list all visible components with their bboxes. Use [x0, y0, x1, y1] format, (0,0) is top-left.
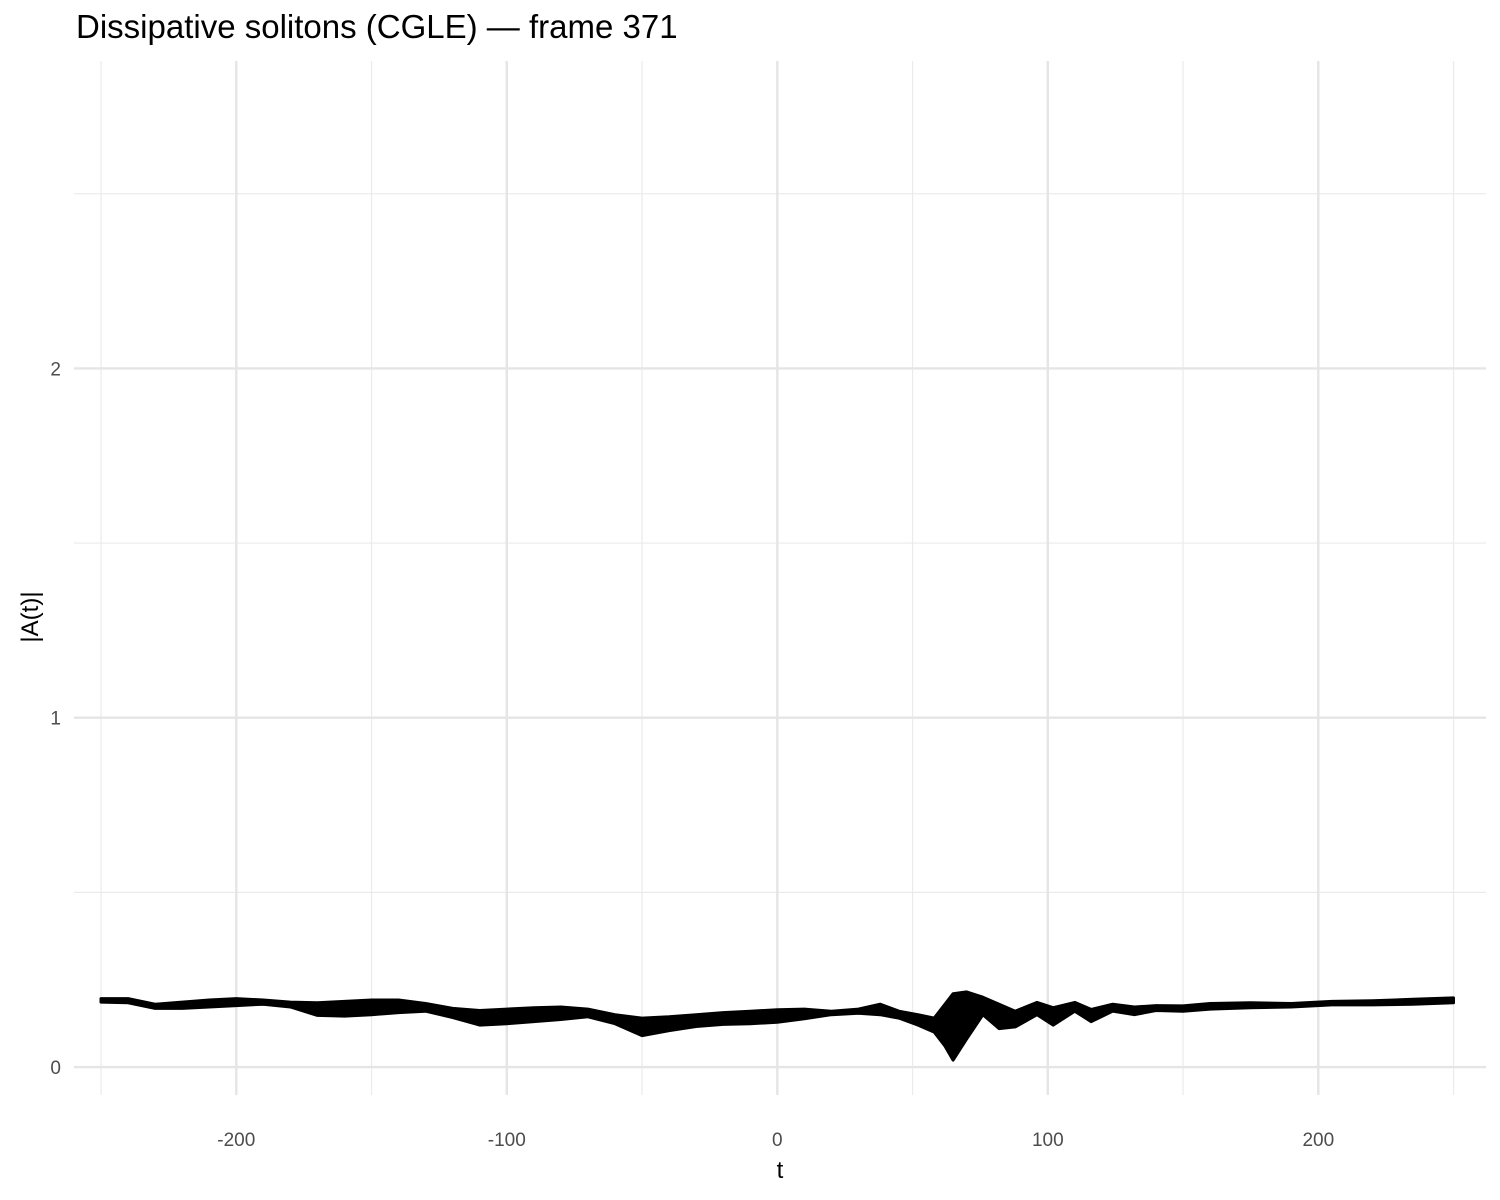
x-tick-label: -200 — [217, 1130, 255, 1151]
data-layer — [99, 990, 1455, 1062]
x-tick-label: 100 — [1032, 1130, 1064, 1151]
y-tick-label: 2 — [50, 359, 61, 380]
y-tick-label: 0 — [50, 1058, 61, 1079]
x-tick-label: 0 — [772, 1130, 783, 1151]
y-axis-title: |A(t)| — [17, 591, 44, 642]
x-tick-label: 200 — [1302, 1130, 1334, 1151]
x-axis-title: t — [777, 1157, 784, 1184]
grid-layer — [74, 61, 1486, 1095]
tick-layer: -200 -100 0 100 200 0 1 2 — [50, 359, 1334, 1151]
chart-title: Dissipative solitons (CGLE) — frame 371 — [76, 8, 678, 45]
x-tick-label: -100 — [488, 1130, 526, 1151]
amplitude-band-series-0 — [99, 990, 1455, 1062]
y-tick-label: 1 — [50, 709, 61, 730]
